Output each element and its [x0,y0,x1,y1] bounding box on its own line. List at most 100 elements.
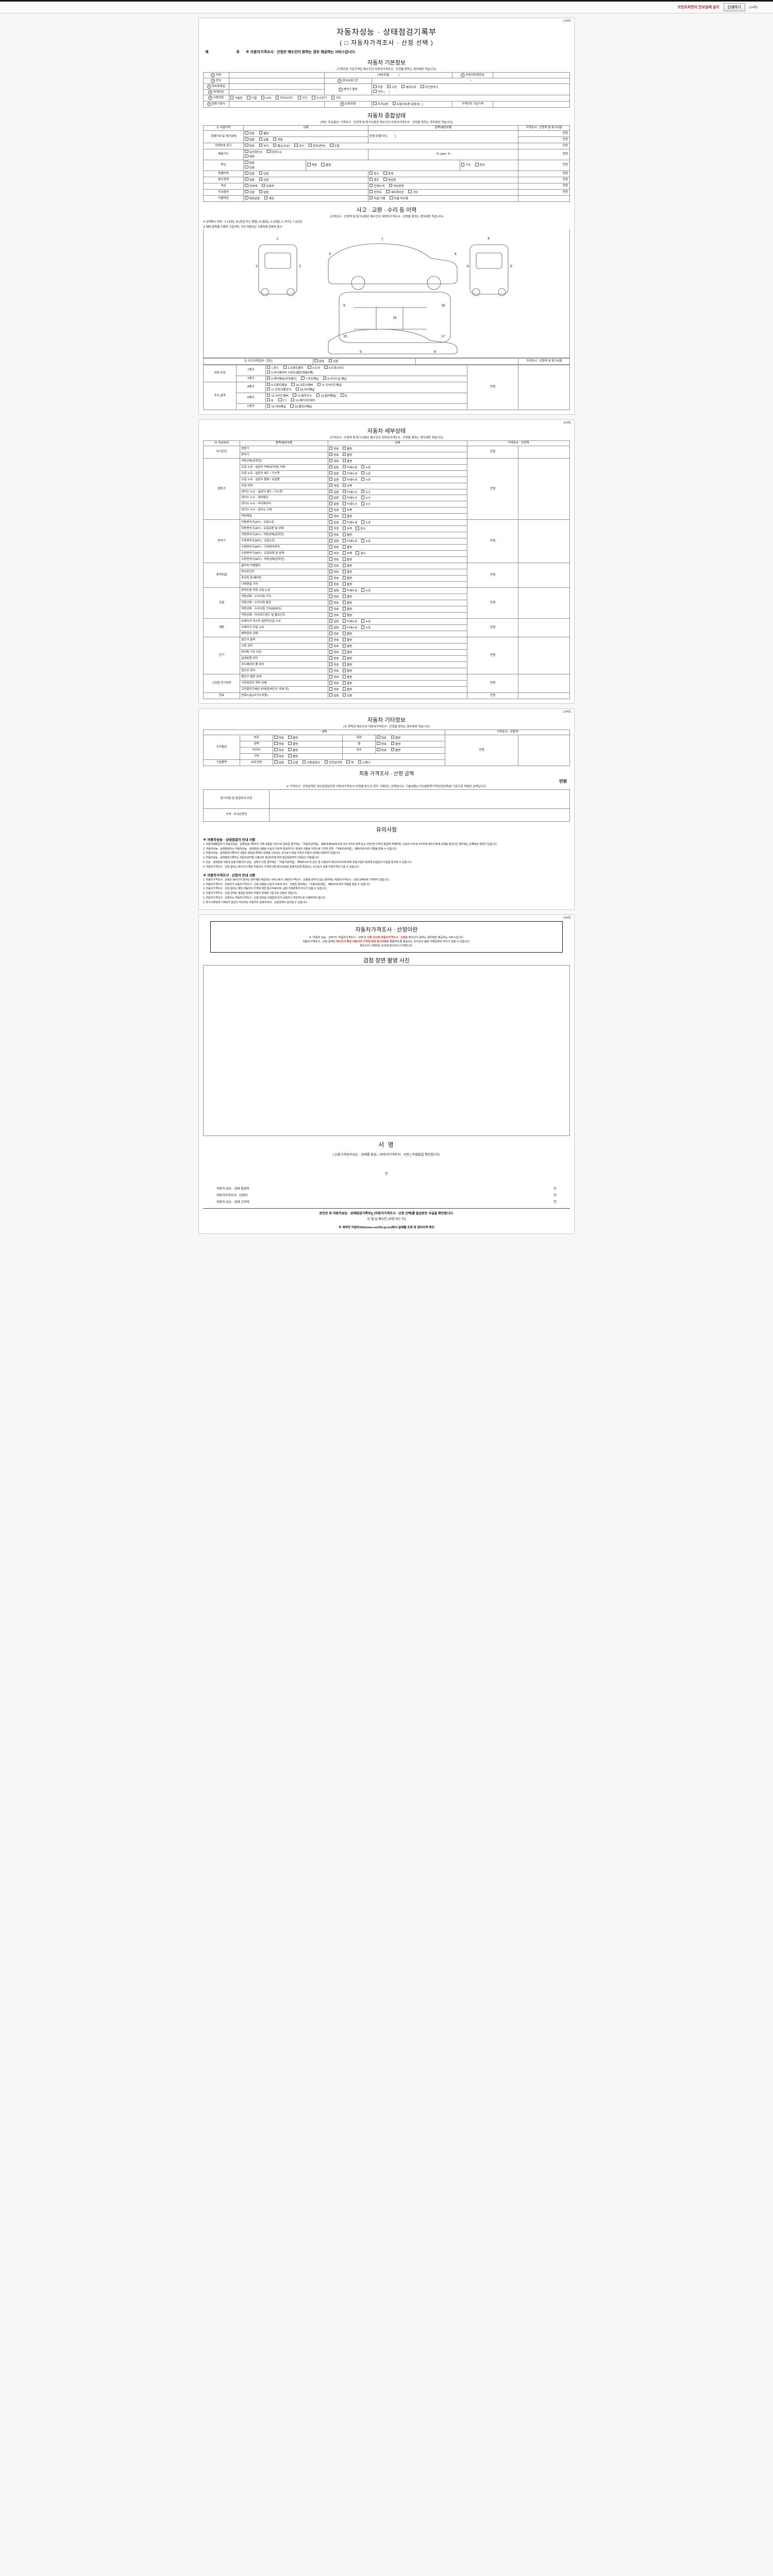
checkbox-icon[interactable] [342,557,346,561]
opt-tire-bad[interactable]: 불량 [288,748,298,753]
opt-양호[interactable]: 양호 [329,459,339,464]
opt-special-none[interactable]: 없음 [245,171,255,176]
checkbox-icon[interactable] [314,359,318,363]
checkbox-icon[interactable] [278,398,282,402]
opt-불량[interactable]: 불량 [342,601,352,605]
detail-state[interactable]: 없음 미세누유 누유 [327,519,467,527]
opt-미세누유[interactable]: 미세누유 [342,539,358,544]
row-state-recall[interactable]: 해당없음 해당 [243,195,368,202]
opt-other-good[interactable]: 양호 [274,754,284,759]
opt-transmission-auto[interactable]: 자동 [373,84,383,90]
checkbox-icon[interactable] [329,632,333,635]
value-validity[interactable]: ~ [372,78,570,84]
state-accident-history[interactable]: 없음 있음 [313,358,416,365]
opt-불량[interactable]: 불량 [342,681,352,686]
opt-floor-panel[interactable]: 16.플로어패널 [290,404,312,409]
detail-state[interactable]: 적정 부족 과다 [327,550,467,557]
opt-미세누수[interactable]: 미세누수 [342,489,358,495]
opt-cross-member[interactable]: 10.크로스멤버 [291,382,313,387]
checkbox-icon[interactable] [308,365,311,369]
checkbox-icon[interactable] [356,527,359,530]
checkbox-icon[interactable] [331,96,335,99]
repair-state-glass[interactable]: 양호 불량 [375,747,446,754]
detail-state[interactable]: 없음 미세누유 누유 [327,618,467,625]
row-price-emission[interactable]: 만원 [518,148,570,160]
detail-state[interactable]: 양호 불량 [327,594,467,601]
opt-누수[interactable]: 누수 [361,496,371,500]
checkbox-icon[interactable] [312,96,315,99]
opt-good[interactable]: 양호 [245,131,255,136]
detail-price[interactable]: 만원 [466,618,519,638]
checkbox-icon[interactable] [324,760,328,764]
opt-other-bad[interactable]: 불량 [288,754,298,759]
opt-tuning-device[interactable]: 장치 [475,163,485,167]
checkbox-icon[interactable] [329,687,333,691]
detail-note[interactable] [518,692,570,699]
checkbox-icon[interactable] [329,650,333,654]
opt-warranty-insurer[interactable]: 보험사보증 보험사[ ] [392,101,423,107]
opt-commercial[interactable]: 영업용 [383,177,396,182]
opt-tire-good[interactable]: 양호 [274,748,284,753]
opt-front-fender[interactable]: 2.프론트휀더 [283,365,304,370]
row-item-special[interactable]: 침수 화재 [367,170,519,177]
checkbox-icon[interactable] [342,638,346,641]
signature-mark-inspector[interactable]: 인 [553,1188,557,1191]
checkbox-icon[interactable] [274,748,278,752]
opt-불량[interactable]: 불량 [342,595,352,599]
opt-accident-none[interactable]: 없음 [314,359,324,364]
row-state-special[interactable]: 없음 있음 [243,170,368,177]
row-price-mileage-1[interactable]: 만원 [518,130,570,137]
opt-transmission-cvt[interactable]: 무단변속기 [421,84,439,90]
opt-없음[interactable]: 없음 [329,539,339,544]
opt-적정[interactable]: 적정 [329,508,339,513]
opt-불량[interactable]: 불량 [342,687,352,692]
accident-history-blank[interactable] [415,358,519,365]
opt-양호[interactable]: 양호 [329,638,339,642]
opt-미세누수[interactable]: 미세누수 [342,502,358,506]
opt-양호[interactable]: 양호 [329,650,339,655]
opt-options-none[interactable]: 없음 [259,190,268,195]
opt-불량[interactable]: 불량 [342,582,352,587]
opt-navigation[interactable]: 네비게이션 [386,190,404,195]
opt-양호[interactable]: 양호 [329,576,339,581]
detail-model-cell[interactable]: (세부모델 : ) [324,72,453,78]
opt-interior-bad[interactable]: 불량 [391,735,400,740]
opt-양호[interactable]: 양호 [329,632,339,636]
opt-sunroof[interactable]: 썬루프 [369,190,382,195]
opt-polish-good[interactable]: 양호 [274,741,284,747]
opt-불량[interactable]: 불량 [342,576,352,581]
repair-state-other[interactable]: 양호 불량 [273,753,343,760]
checkbox-icon[interactable] [377,735,380,739]
opt-불량[interactable]: 불량 [342,644,352,649]
row-price-vin-mark[interactable]: 만원 [518,142,570,149]
checkbox-icon[interactable] [421,84,424,89]
value-special-notes[interactable] [268,789,570,809]
detail-note[interactable] [518,457,570,520]
checkbox-icon[interactable] [302,760,306,764]
detail-note[interactable] [518,618,570,638]
checkbox-icon[interactable] [341,393,344,397]
opt-누유[interactable]: 누유 [361,520,371,525]
value-baseprice[interactable] [492,100,570,108]
checkbox-icon[interactable] [266,387,271,391]
checkbox-icon[interactable] [329,527,333,530]
detail-price[interactable]: 만원 [466,445,519,459]
value-engine[interactable] [228,100,325,108]
detail-state[interactable]: 양호 불량 [327,563,467,570]
opt-미세누유[interactable]: 미세누유 [342,520,358,525]
checkbox-icon[interactable] [358,760,362,764]
checkbox-icon[interactable] [266,393,271,397]
checkbox-icon[interactable] [288,754,292,758]
checkbox-icon[interactable] [297,96,301,99]
detail-state[interactable]: 양호 불량 [327,686,467,693]
checkbox-icon[interactable] [259,177,263,181]
opt-pillar-b[interactable]: B, [266,398,274,403]
opt-누유[interactable]: 누유 [361,539,371,544]
row-price-options[interactable]: 만원 [518,189,570,196]
row-state-usage[interactable]: 없음 있음 [243,176,368,183]
opt-glass-good[interactable]: 양호 [377,748,386,753]
checkbox-icon[interactable] [329,452,333,456]
opt-interior-good[interactable]: 양호 [377,735,386,740]
opt-usage-none[interactable]: 없음 [245,177,255,182]
checkbox-icon[interactable] [342,681,346,685]
